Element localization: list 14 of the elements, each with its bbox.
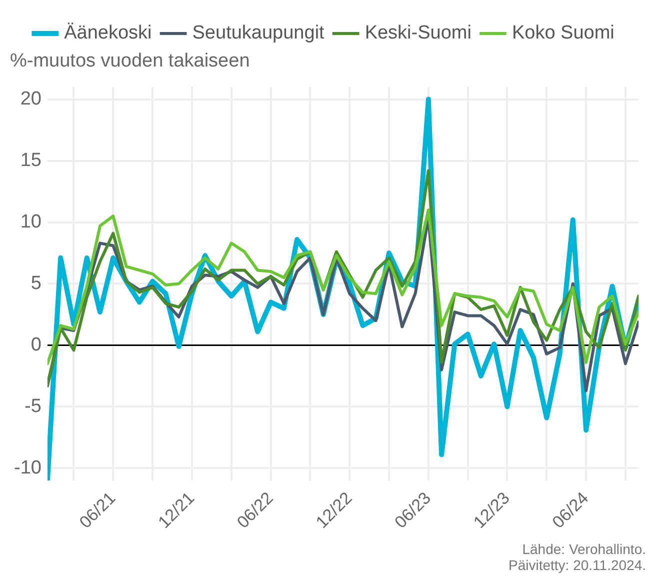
- y-tick-label: 15: [20, 150, 42, 172]
- text: Lähde: Verohallinto.: [522, 540, 646, 557]
- y-tick-label: -5: [24, 396, 42, 417]
- y-axis-title: %-muutos vuoden takaiseen: [10, 50, 250, 72]
- legend-label: Koko Suomi: [512, 22, 614, 44]
- y-tick-label: 5: [30, 272, 42, 294]
- legend-label: Äänekoski: [64, 22, 152, 44]
- y-tick-label: 10: [20, 212, 42, 232]
- text: Päivitetty: 20.11.2024.: [508, 556, 646, 573]
- y-tick-label: 20: [20, 88, 42, 110]
- legend-label: Keski-Suomi: [364, 22, 472, 44]
- y-tick-label: 0: [30, 334, 42, 356]
- legend-label: Seutukaupungit: [192, 22, 326, 44]
- y-tick-label: -10: [14, 457, 42, 478]
